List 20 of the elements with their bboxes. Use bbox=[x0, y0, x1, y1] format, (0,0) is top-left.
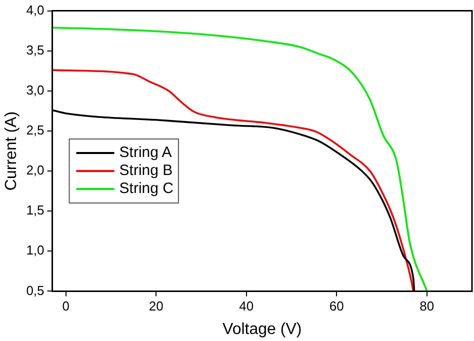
legend-label: String B bbox=[119, 162, 173, 180]
y-tick-label: 1,5 bbox=[26, 202, 44, 218]
x-axis-title: Voltage (V) bbox=[222, 320, 302, 338]
y-tick-label: 2,0 bbox=[26, 162, 44, 178]
line-series bbox=[52, 26, 428, 292]
legend-label: String A bbox=[119, 144, 172, 162]
y-tick-label: 4,0 bbox=[26, 2, 44, 18]
x-tick-label: 20 bbox=[148, 298, 164, 314]
line-series bbox=[52, 69, 414, 292]
x-tick-label: 40 bbox=[239, 298, 254, 314]
y-axis-title: Current (A) bbox=[3, 111, 20, 191]
y-tick-label: 0,5 bbox=[26, 282, 44, 298]
y-tick-label: 1,0 bbox=[26, 242, 44, 258]
x-tick-label: 60 bbox=[329, 298, 344, 314]
y-tick-label: 3,0 bbox=[26, 82, 44, 98]
x-tick-label: 80 bbox=[420, 298, 434, 314]
legend-label: String C bbox=[119, 180, 174, 198]
y-tick-label: 3,5 bbox=[26, 42, 44, 58]
x-tick-label: 0 bbox=[62, 298, 70, 314]
y-tick-label: 2,5 bbox=[26, 122, 44, 138]
